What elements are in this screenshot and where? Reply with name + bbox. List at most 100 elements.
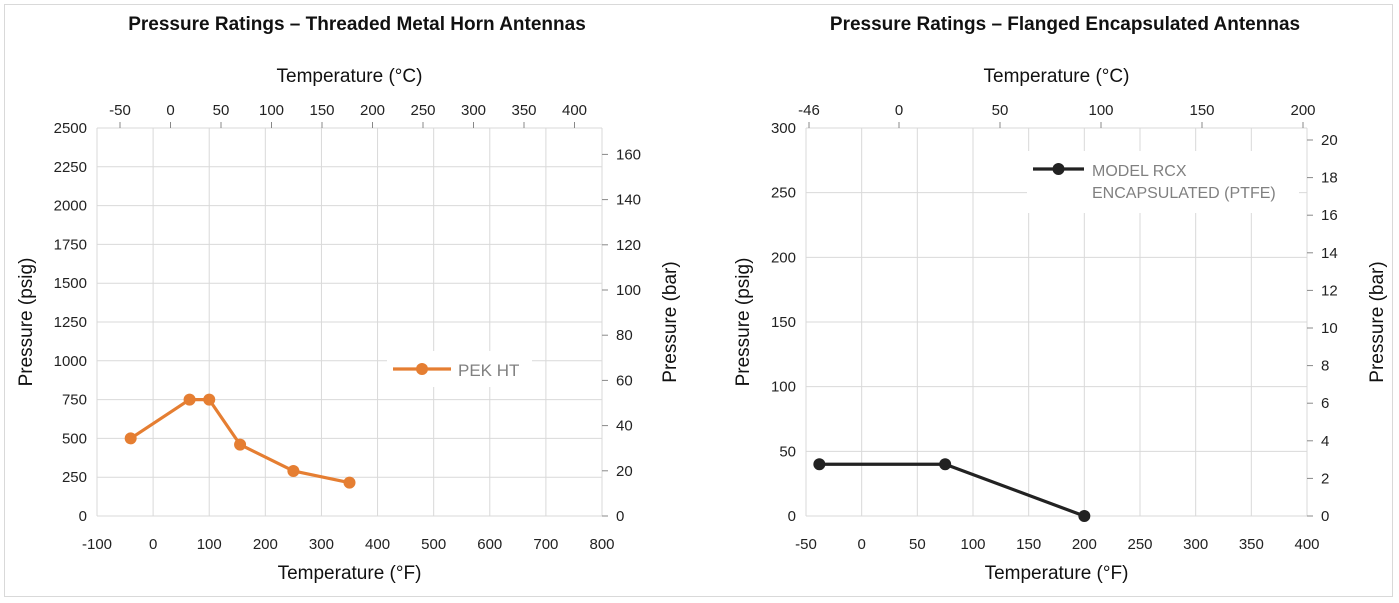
y2-tick-label: 10	[1321, 320, 1338, 337]
x2-tick-label: 200	[1290, 102, 1315, 119]
y2-tick-label: 0	[1321, 508, 1329, 525]
y-tick-label: 150	[771, 314, 796, 331]
y-tick-label: 0	[788, 508, 796, 525]
y2-tick-label: 2	[1321, 470, 1329, 487]
data-point	[124, 432, 137, 445]
y2-tick-label: 0	[616, 508, 624, 525]
x-tick-label: 300	[309, 536, 334, 553]
figure-frame	[4, 4, 1393, 597]
y2-tick-label: 16	[1321, 207, 1338, 224]
x-tick-label: 100	[960, 536, 985, 553]
x-tick-label: 0	[149, 536, 157, 553]
y2-tick-label: 160	[616, 146, 641, 163]
y2-tick-label: 18	[1321, 170, 1338, 187]
x-tick-label: 200	[1072, 536, 1097, 553]
y-tick-label: 250	[771, 185, 796, 202]
y-tick-label: 1250	[54, 314, 87, 331]
y-tick-label: 100	[771, 379, 796, 396]
x-tick-label: 0	[857, 536, 865, 553]
y-tick-label: 1000	[54, 353, 87, 370]
legend-label: PEK HT	[458, 361, 519, 380]
x-tick-label: 350	[1239, 536, 1264, 553]
x-tick-label: 600	[477, 536, 502, 553]
x-tick-label: 500	[421, 536, 446, 553]
x-tick-label: 300	[1183, 536, 1208, 553]
legend-marker	[416, 363, 428, 375]
legend-label: ENCAPSULATED (PTFE)	[1092, 185, 1276, 202]
series-line	[129, 398, 350, 485]
y-tick-label: 0	[79, 508, 87, 525]
y-tick-label: 2500	[54, 120, 87, 137]
data-point	[813, 458, 826, 471]
legend-box	[1027, 151, 1299, 213]
y2-tick-label: 14	[1321, 245, 1338, 262]
x-tick-label: 50	[909, 536, 926, 553]
x-tick-label: 800	[589, 536, 614, 553]
x2-tick-label: 0	[166, 102, 174, 119]
legend-marker	[1052, 163, 1065, 175]
x-tick-label: 700	[533, 536, 558, 553]
y-tick-label: 1500	[54, 275, 87, 292]
x2-tick-label: 50	[992, 102, 1009, 119]
y2-tick-label: 140	[616, 192, 641, 209]
y-tick-label: 50	[779, 443, 796, 460]
x2-tick-label: 250	[410, 102, 435, 119]
y2-tick-label: 20	[1321, 132, 1338, 149]
x-axis-label: Temperature (°F)	[985, 563, 1129, 584]
y2-tick-label: 60	[616, 372, 633, 389]
y-tick-label: 750	[62, 392, 87, 409]
y2-axis-label: Pressure (bar)	[1367, 261, 1388, 382]
data-point	[939, 458, 952, 471]
x2-tick-label: 200	[360, 102, 385, 119]
x2-axis-label: Temperature (°C)	[984, 66, 1130, 87]
y-tick-label: 2000	[54, 198, 87, 215]
y2-tick-label: 20	[616, 463, 633, 480]
y2-tick-label: 12	[1321, 282, 1338, 299]
y-tick-label: 500	[62, 430, 87, 447]
x-tick-label: -50	[795, 536, 817, 553]
y2-tick-label: 100	[616, 282, 641, 299]
x-tick-label: -100	[82, 536, 112, 553]
y2-tick-label: 120	[616, 237, 641, 254]
y-tick-label: 2250	[54, 159, 87, 176]
chart-title-threaded: Pressure Ratings – Threaded Metal Horn A…	[128, 14, 586, 35]
data-point	[287, 464, 300, 477]
y2-tick-label: 6	[1321, 395, 1329, 412]
series-line	[819, 462, 1085, 518]
data-point	[343, 476, 356, 489]
y2-tick-label: 40	[616, 418, 633, 435]
y2-axis-label: Pressure (bar)	[660, 261, 681, 382]
x2-tick-label: 400	[562, 102, 587, 119]
data-point	[183, 393, 196, 406]
x2-tick-label: 50	[213, 102, 230, 119]
y-tick-label: 250	[62, 469, 87, 486]
x2-tick-label: 350	[511, 102, 536, 119]
x-tick-label: 400	[1294, 536, 1319, 553]
x-tick-label: 250	[1127, 536, 1152, 553]
x2-tick-label: 0	[895, 102, 903, 119]
y-tick-label: 200	[771, 249, 796, 266]
data-point	[1078, 510, 1091, 522]
y2-tick-label: 4	[1321, 433, 1329, 450]
x2-tick-label: -50	[109, 102, 131, 119]
y-axis-label: Pressure (psig)	[733, 258, 754, 387]
x-tick-label: 400	[365, 536, 390, 553]
y2-tick-label: 80	[616, 327, 633, 344]
x2-tick-label: 150	[309, 102, 334, 119]
y2-tick-label: 8	[1321, 358, 1329, 375]
x-tick-label: 200	[253, 536, 278, 553]
legend-label: MODEL RCX	[1092, 163, 1187, 180]
chart-title-flanged: Pressure Ratings – Flanged Encapsulated …	[829, 14, 1301, 35]
x2-axis-label: Temperature (°C)	[277, 66, 423, 87]
y-axis-label: Pressure (psig)	[16, 258, 37, 387]
x2-tick-label: 150	[1189, 102, 1214, 119]
x-axis-label: Temperature (°F)	[278, 563, 422, 584]
x2-tick-label: -46	[798, 102, 820, 119]
x2-tick-label: 300	[461, 102, 486, 119]
x2-tick-label: 100	[1088, 102, 1113, 119]
x-tick-label: 100	[197, 536, 222, 553]
y-tick-label: 300	[771, 120, 796, 137]
x2-tick-label: 100	[259, 102, 284, 119]
data-point	[203, 393, 216, 406]
